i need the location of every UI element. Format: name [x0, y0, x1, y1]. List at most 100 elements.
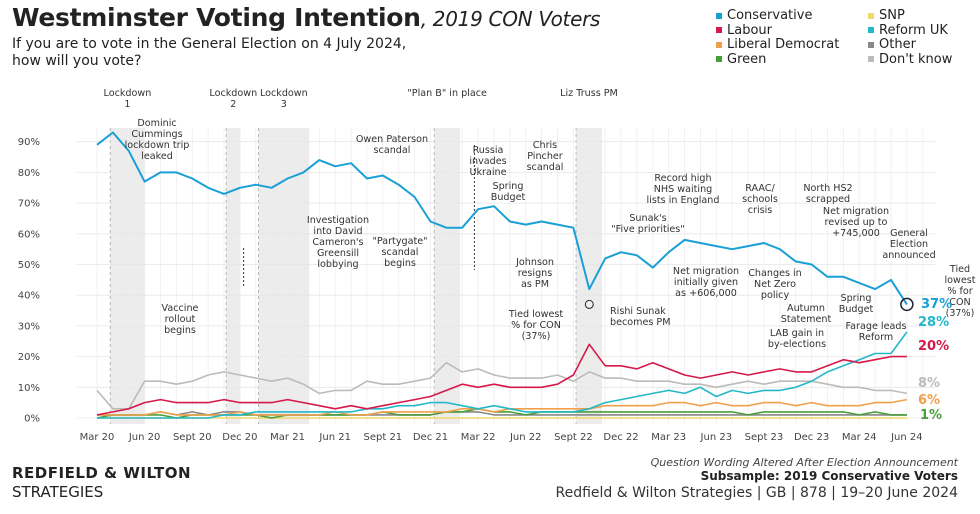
band-label: 3	[281, 99, 287, 110]
annotation: Russia invades Ukraine	[469, 145, 507, 178]
y-tick-label: 50%	[18, 260, 40, 271]
annotation: Sunak's "Five priorities"	[611, 213, 685, 235]
annotation: Net migration initially given as +606,00…	[672, 266, 740, 299]
y-tick-label: 20%	[18, 352, 40, 363]
x-tick-label: Mar 24	[842, 432, 877, 443]
legend-swatch	[868, 27, 874, 33]
shaded-band	[258, 128, 310, 424]
annotation: Rishi Sunak becomes PM	[610, 306, 671, 328]
x-tick-label: Mar 22	[461, 432, 496, 443]
annotation: Johnson resigns as PM	[516, 257, 554, 290]
x-tick-label: Mar 21	[270, 432, 305, 443]
annotation: Chris Pincher scandal	[526, 140, 564, 173]
annotation: Owen Paterson scandal	[355, 134, 429, 156]
title-main: Westminster Voting Intention	[12, 3, 421, 32]
legend-label: Don't know	[879, 51, 953, 67]
y-tick-label: 30%	[18, 321, 40, 332]
annotation: Investigation into David Cameron's Green…	[306, 215, 370, 270]
shaded-band	[434, 128, 461, 424]
chart-subtitle: If you are to vote in the General Electi…	[12, 36, 407, 69]
x-tick-label: Dec 23	[794, 432, 829, 443]
legend-swatch	[716, 12, 722, 19]
brand-logo: REDFIELD & WILTON STRATEGIES	[12, 464, 191, 502]
footer-source: Redfield & Wilton Strategies | GB | 878 …	[555, 485, 959, 501]
annotation: North HS2 scrapped	[803, 183, 853, 205]
x-tick-label: Sept 20	[173, 432, 212, 443]
x-tick-label: Sept 22	[554, 432, 593, 443]
title-suffix: , 2019 CON Voters	[420, 7, 601, 31]
end-label-conservative: 37%	[921, 297, 953, 312]
annotation: Record high NHS waiting lists in England	[646, 173, 720, 206]
band-label: Lockdown	[104, 88, 152, 99]
end-label-green: 1%	[920, 408, 943, 423]
series-line-reform-uk	[97, 331, 908, 419]
band-label: Liz Truss PM	[560, 88, 618, 99]
legend: Conservative SNP Labour Reform UK Libera…	[716, 8, 976, 68]
legend-swatch	[716, 41, 722, 48]
annotation: "Partygate" scandal begins	[372, 236, 428, 269]
x-tick-label: Jun 24	[890, 432, 923, 443]
legend-label: Green	[727, 51, 767, 67]
legend-label: SNP	[879, 8, 905, 23]
legend-item-snp: SNP	[868, 8, 968, 24]
y-tick-label: 0%	[24, 414, 40, 425]
x-tick-label: Mar 23	[651, 432, 686, 443]
annotation: Spring Budget	[838, 293, 874, 315]
series-line-liberal-democrat	[97, 398, 908, 416]
footer-note: Question Wording Altered After Election …	[650, 456, 958, 469]
legend-item-other: Other	[868, 37, 968, 53]
legend-item-reform: Reform UK	[868, 22, 968, 39]
y-tick-label: 70%	[18, 199, 40, 210]
legend-label: Reform UK	[879, 22, 948, 38]
x-tick-label: Jun 21	[318, 432, 351, 443]
legend-item-green: Green	[716, 51, 868, 68]
x-tick-label: Jun 20	[128, 432, 161, 443]
y-tick-label: 40%	[18, 291, 40, 302]
footer-subsample: Subsample: 2019 Conservative Voters	[700, 469, 958, 483]
end-label-reform: 28%	[918, 315, 950, 330]
x-tick-label: Jun 23	[700, 432, 733, 443]
x-tick-label: Dec 20	[222, 432, 257, 443]
legend-label: Conservative	[727, 8, 813, 23]
series-line-labour	[96, 343, 907, 416]
y-tick-label: 90%	[18, 137, 40, 148]
x-tick-label: Jun 22	[509, 432, 542, 443]
chart-title: Westminster Voting Intention, 2019 CON V…	[12, 3, 600, 32]
annotation: Vaccine rollout begins	[161, 303, 199, 336]
legend-swatch	[868, 56, 874, 62]
shaded-band	[226, 128, 241, 424]
annotation: Tied lowest % for CON (37%)	[944, 264, 976, 319]
band-label: "Plan B" in place	[407, 88, 487, 99]
marker-lowest-2024	[900, 297, 914, 312]
y-tick-label: 10%	[18, 383, 40, 394]
end-label-labour: 20%	[918, 339, 950, 354]
legend-item-dontknow: Don't know	[868, 51, 968, 68]
legend-swatch	[716, 27, 722, 33]
x-tick-label: Sept 23	[745, 432, 784, 443]
annotation: Autumn Statement	[780, 303, 832, 325]
legend-label: Labour	[727, 22, 772, 38]
end-label-libdem: 6%	[918, 393, 941, 408]
legend-item-libdem: Liberal Democrat	[716, 37, 868, 53]
series-line-other	[97, 411, 907, 416]
x-tick-label: Dec 22	[603, 432, 638, 443]
annotation: General Election announced	[882, 228, 936, 261]
legend-label: Liberal Democrat	[727, 37, 840, 52]
legend-label: Other	[879, 37, 916, 52]
annotation: LAB gain in by-elections	[767, 328, 827, 350]
end-label-dontknow: 8%	[918, 376, 941, 391]
series-line-conservative	[96, 131, 908, 305]
annotation: Changes in Net Zero policy	[748, 268, 802, 301]
marker-lowest-2022	[584, 299, 594, 309]
annotation: Net migration revised up to +745,000	[822, 206, 890, 239]
brand-line1: REDFIELD & WILTON	[12, 464, 192, 482]
shaded-band	[110, 128, 145, 424]
annotation: Dominic Cummings lockdown trip leaked	[124, 118, 190, 162]
series-line-don-t-know	[96, 361, 908, 410]
annotation: Farage leads Reform	[845, 321, 907, 343]
legend-swatch	[868, 12, 874, 19]
x-tick-label: Dec 21	[413, 432, 448, 443]
legend-item-labour: Labour	[716, 22, 868, 39]
